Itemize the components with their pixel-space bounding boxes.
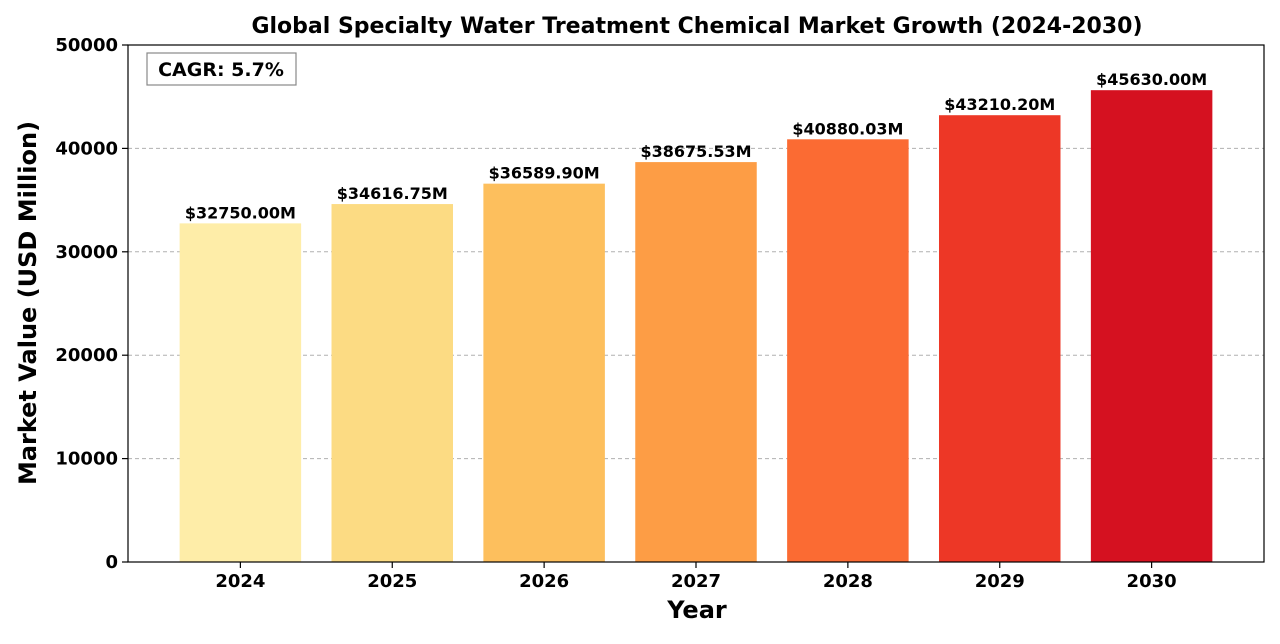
x-tick-label: 2030: [1127, 571, 1177, 592]
bar-2026: [483, 183, 605, 562]
bar-2029: [938, 115, 1061, 562]
x-axis-ticks: 2024 2025 2026 2027 2028 2029 2030: [215, 562, 1177, 592]
y-axis-label: Market Value (USD Million): [14, 121, 42, 485]
x-tick-label: 2029: [975, 571, 1025, 592]
y-tick-label: 30000: [55, 242, 118, 263]
bar-2028: [787, 139, 909, 563]
x-tick-label: 2025: [367, 571, 417, 592]
y-tick-label: 50000: [55, 35, 118, 56]
data-label-2027: $38675.53M: [640, 142, 751, 161]
cagr-box-frame: [146, 52, 297, 86]
data-label-2026: $36589.90M: [489, 164, 600, 183]
bar-2025: [331, 204, 454, 562]
bar-2030: [1090, 90, 1213, 563]
data-label-2029: $43210.20M: [944, 95, 1055, 114]
data-labels: $32750.00M $34616.75M $36589.90M $38675.53M…: [185, 70, 1207, 222]
y-axis-ticks: 0 10000 20000 30000 40000 50000: [55, 35, 128, 573]
y-tick-label: 0: [105, 552, 118, 573]
data-label-2028: $40880.03M: [792, 119, 903, 138]
data-label-2025: $34616.75M: [337, 184, 448, 203]
cagr-text: CAGR: 5.7%: [158, 59, 284, 81]
cagr-annotation: CAGR: 5.7%: [146, 52, 297, 86]
chart-title: Global Specialty Water Treatment Chemica…: [251, 14, 1142, 39]
data-label-2030: $45630.00M: [1096, 70, 1207, 89]
y-tick-label: 40000: [55, 138, 118, 159]
bars: [179, 90, 1213, 563]
x-tick-label: 2024: [215, 571, 265, 592]
x-tick-label: 2026: [519, 571, 569, 592]
bar-2024: [179, 223, 302, 563]
y-tick-label: 20000: [55, 345, 118, 366]
x-tick-label: 2028: [823, 571, 873, 592]
x-tick-label: 2027: [671, 571, 721, 592]
y-tick-label: 10000: [55, 449, 118, 470]
x-axis-label: Year: [666, 596, 727, 624]
data-label-2024: $32750.00M: [185, 203, 296, 222]
bar-2027: [635, 162, 757, 562]
